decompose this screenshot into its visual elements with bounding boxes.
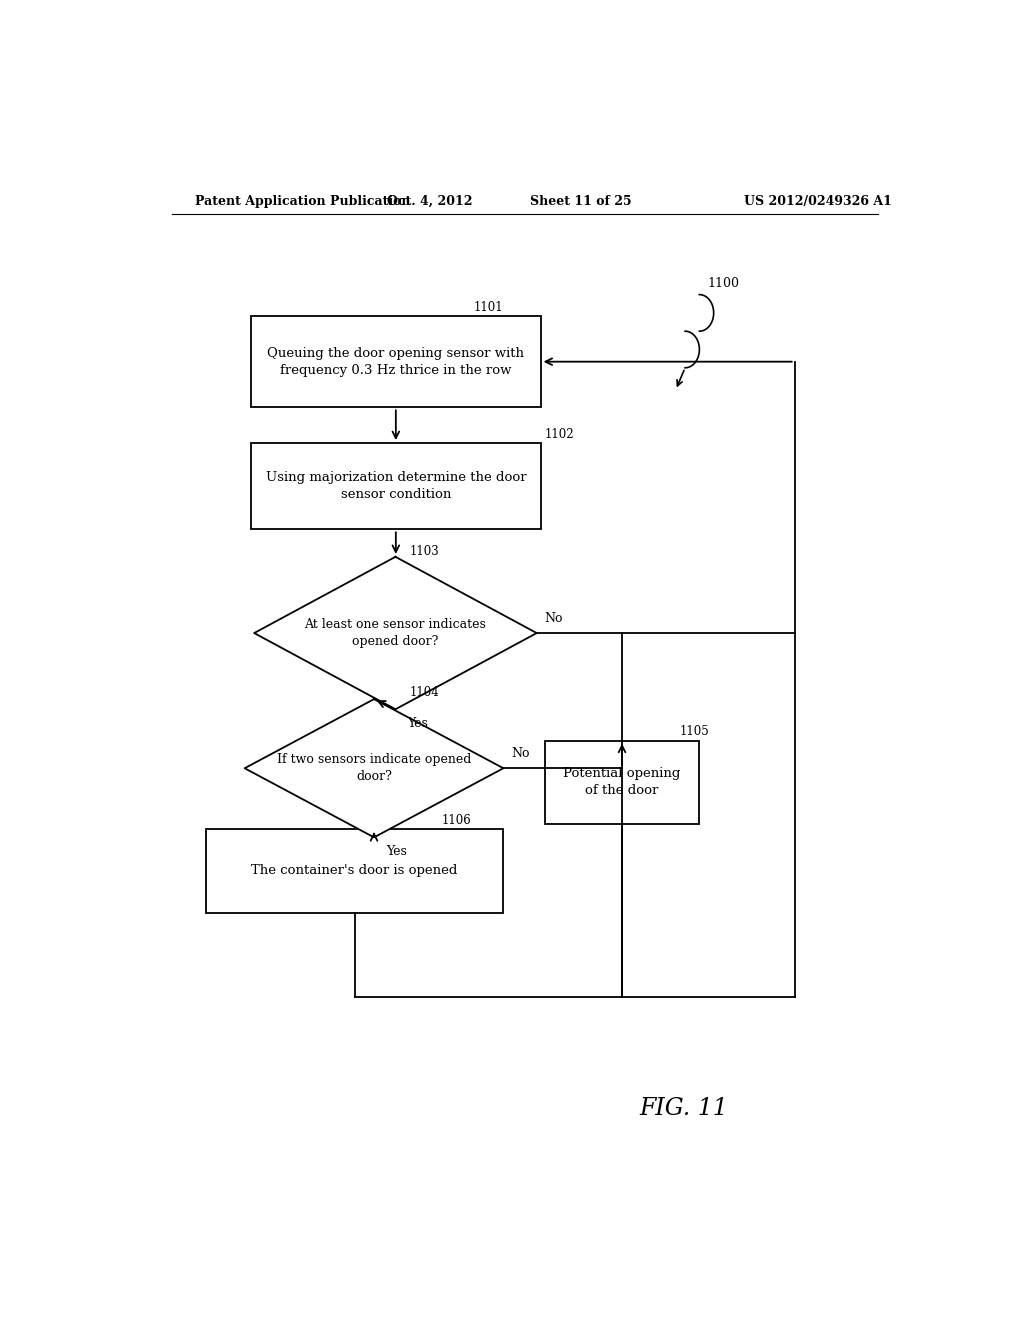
Bar — [206, 829, 504, 912]
Text: The container's door is opened: The container's door is opened — [251, 865, 458, 878]
Text: Oct. 4, 2012: Oct. 4, 2012 — [387, 194, 472, 207]
Bar — [251, 444, 541, 529]
Text: 1106: 1106 — [441, 814, 471, 828]
Text: US 2012/0249326 A1: US 2012/0249326 A1 — [744, 194, 892, 207]
Text: No: No — [511, 747, 529, 760]
Text: Queuing the door opening sensor with
frequency 0.3 Hz thrice in the row: Queuing the door opening sensor with fre… — [267, 347, 524, 376]
Text: Sheet 11 of 25: Sheet 11 of 25 — [529, 194, 631, 207]
Bar — [545, 741, 699, 824]
Text: Potential opening
of the door: Potential opening of the door — [563, 767, 681, 797]
Bar — [251, 315, 541, 408]
Text: 1105: 1105 — [680, 725, 710, 738]
Text: 1103: 1103 — [410, 545, 439, 558]
Text: FIG. 11: FIG. 11 — [639, 1097, 728, 1121]
Text: 1104: 1104 — [410, 686, 439, 700]
Text: No: No — [545, 612, 563, 624]
Text: Yes: Yes — [408, 718, 428, 730]
Text: 1100: 1100 — [708, 276, 739, 289]
Text: Using majorization determine the door
sensor condition: Using majorization determine the door se… — [265, 471, 526, 502]
Text: 1101: 1101 — [473, 301, 503, 314]
Polygon shape — [254, 557, 537, 709]
Text: Patent Application Publication: Patent Application Publication — [196, 194, 411, 207]
Text: 1102: 1102 — [545, 428, 574, 441]
Text: At least one sensor indicates
opened door?: At least one sensor indicates opened doo… — [304, 618, 486, 648]
Text: If two sensors indicate opened
door?: If two sensors indicate opened door? — [276, 754, 471, 783]
Polygon shape — [245, 700, 504, 837]
Text: Yes: Yes — [386, 846, 407, 858]
